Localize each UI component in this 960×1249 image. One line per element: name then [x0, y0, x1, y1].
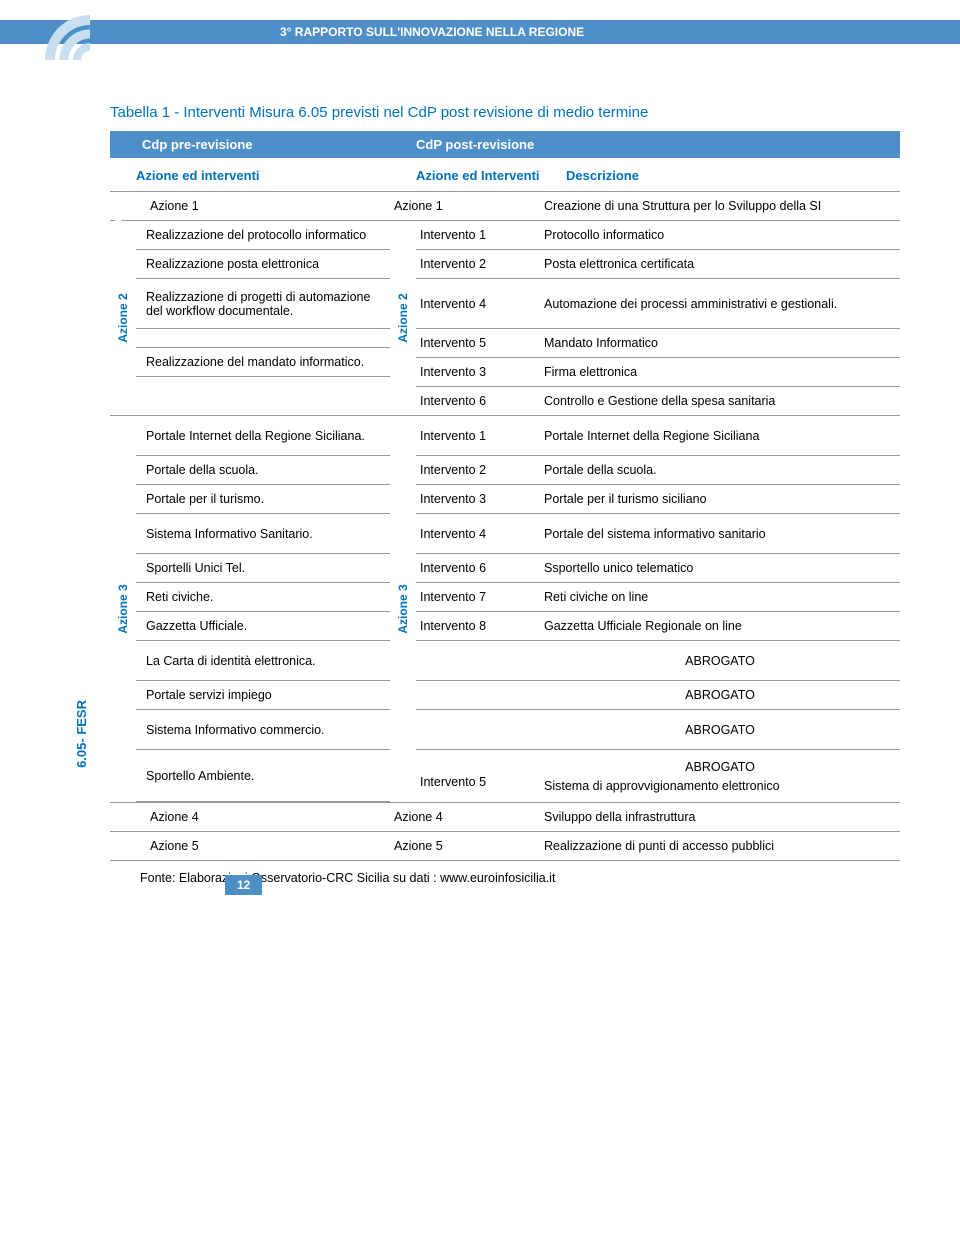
cell-mid: Intervento 5: [416, 329, 540, 357]
cell-left: Azione 4: [110, 803, 390, 831]
table-subheader: Azione ed interventi Azione ed Intervent…: [110, 158, 900, 192]
cell-mid: Azione 1: [390, 192, 540, 220]
cell-left: Portale per il turismo.: [136, 485, 390, 514]
cell-mid: [416, 681, 540, 709]
cell-desc: Portale per il turismo siciliano: [540, 485, 900, 513]
cell-desc: Protocollo informatico: [540, 221, 900, 249]
cell-mid: Intervento 1: [416, 221, 540, 249]
page-header-title: 3° RAPPORTO SULL'INNOVAZIONE NELLA REGIO…: [0, 20, 960, 44]
cell-desc: Sviluppo della infrastruttura: [540, 803, 900, 831]
cell-mid: Intervento 3: [416, 485, 540, 513]
content-area: Tabella 1 - Interventi Misura 6.05 previ…: [0, 44, 960, 925]
table-title: Tabella 1 - Interventi Misura 6.05 previ…: [110, 104, 900, 121]
cell-left: Sportello Ambiente.: [136, 750, 390, 802]
cell-mid: Intervento 3: [416, 358, 540, 386]
cell-left: Azione 5: [110, 832, 390, 860]
cell-left: Realizzazione di progetti di automazione…: [136, 279, 390, 329]
cell-desc: ABROGATO: [540, 641, 900, 680]
band-left: Cdp pre-revisione: [136, 137, 416, 152]
azione3-left-label: Azione 3: [116, 584, 130, 633]
cell-desc: Automazione dei processi amministrativi …: [540, 279, 900, 328]
cell-mid: Intervento 1: [416, 416, 540, 455]
subhead-mid: Azione ed Interventi: [416, 168, 566, 183]
cell-text: Sistema di approvvigionamento elettronic…: [544, 779, 896, 793]
cell-desc: Controllo e Gestione della spesa sanitar…: [540, 387, 900, 415]
table-band-header: Cdp pre-revisione CdP post-revisione: [110, 131, 900, 158]
cell-desc: Mandato Informatico: [540, 329, 900, 357]
cell-left: [136, 329, 390, 347]
cell-desc: ABROGATO: [540, 710, 900, 749]
cell-mid: [416, 641, 540, 680]
cell-left: Realizzazione del mandato informatico.: [136, 347, 390, 377]
cell-mid: Intervento 7: [416, 583, 540, 611]
cell-text: Realizzazione di progetti di automazione…: [146, 290, 386, 318]
table-row: Azione 1 Azione 1 Creazione di una Strut…: [110, 192, 900, 221]
cell-desc: Portale del sistema informativo sanitari…: [540, 514, 900, 553]
cell-left: La Carta di identità elettronica.: [136, 641, 390, 681]
cell-left: [136, 377, 390, 395]
cell-left: Reti civiche.: [136, 583, 390, 612]
azione2-block: Azione 2 Realizzazione del protocollo in…: [110, 221, 900, 416]
cell-desc: Ssportello unico telematico: [540, 554, 900, 582]
cell-mid: Intervento 2: [416, 250, 540, 278]
cell-mid: Azione 4: [390, 803, 540, 831]
cell-desc: ABROGATO Sistema di approvvigionamento e…: [540, 750, 900, 802]
cell-left: Sistema Informativo commercio.: [136, 710, 390, 750]
band-right: CdP post-revisione: [416, 137, 900, 152]
cell-desc: Portale della scuola.: [540, 456, 900, 484]
cell-desc: Portale Internet della Regione Siciliana: [540, 416, 900, 455]
cell-mid: Intervento 4: [416, 279, 540, 328]
cell-desc: Creazione di una Struttura per lo Svilup…: [540, 192, 900, 220]
cell-left: Sistema Informativo Sanitario.: [136, 514, 390, 554]
cell-mid: Intervento 6: [416, 387, 540, 415]
azione3-block: Azione 3 Portale Internet della Regione …: [110, 416, 900, 802]
cell-left: Portale della scuola.: [136, 456, 390, 485]
azione2-left-label: Azione 2: [116, 293, 130, 342]
azione2-mid-label: Azione 2: [396, 293, 410, 342]
fesr-vertical-label: 6.05- FESR: [74, 700, 89, 768]
cell-desc: Gazzetta Ufficiale Regionale on line: [540, 612, 900, 640]
cell-left: Sportelli Unici Tel.: [136, 554, 390, 583]
cell-desc: Reti civiche on line: [540, 583, 900, 611]
misura-vertical-label: Misura: [110, 202, 125, 244]
table-row: Azione 5 Azione 5 Realizzazione di punti…: [110, 832, 900, 861]
page-number: 12: [225, 875, 262, 895]
cell-mid: Intervento 8: [416, 612, 540, 640]
cell-mid: Intervento 6: [416, 554, 540, 582]
page-header-bar: 3° RAPPORTO SULL'INNOVAZIONE NELLA REGIO…: [0, 20, 960, 44]
cell-desc: ABROGATO: [540, 681, 900, 709]
cell-left: Azione 1: [110, 192, 390, 220]
subhead-left: Azione ed interventi: [136, 168, 416, 183]
cell-left: Realizzazione posta elettronica: [136, 250, 390, 279]
cell-desc: Posta elettronica certificata: [540, 250, 900, 278]
cell-desc: Firma elettronica: [540, 358, 900, 386]
cell-text: Intervento 5: [420, 775, 536, 789]
subhead-desc: Descrizione: [566, 168, 900, 183]
cell-mid: Azione 5: [390, 832, 540, 860]
cell-left: Portale servizi impiego: [136, 681, 390, 710]
cell-mid: Intervento 2: [416, 456, 540, 484]
cell-mid: Intervento 4: [416, 514, 540, 553]
cell-left: Portale Internet della Regione Siciliana…: [136, 416, 390, 456]
cell-left: Realizzazione del protocollo informatico: [136, 221, 390, 250]
table-row: Azione 4 Azione 4 Sviluppo della infrast…: [110, 802, 900, 832]
cell-mid: Intervento 5: [416, 750, 540, 802]
cell-left: Gazzetta Ufficiale.: [136, 612, 390, 641]
azione3-mid-label: Azione 3: [396, 584, 410, 633]
cell-text: ABROGATO: [544, 760, 896, 774]
cell-desc: Realizzazione di punti di accesso pubbli…: [540, 832, 900, 860]
cell-mid: [416, 710, 540, 749]
